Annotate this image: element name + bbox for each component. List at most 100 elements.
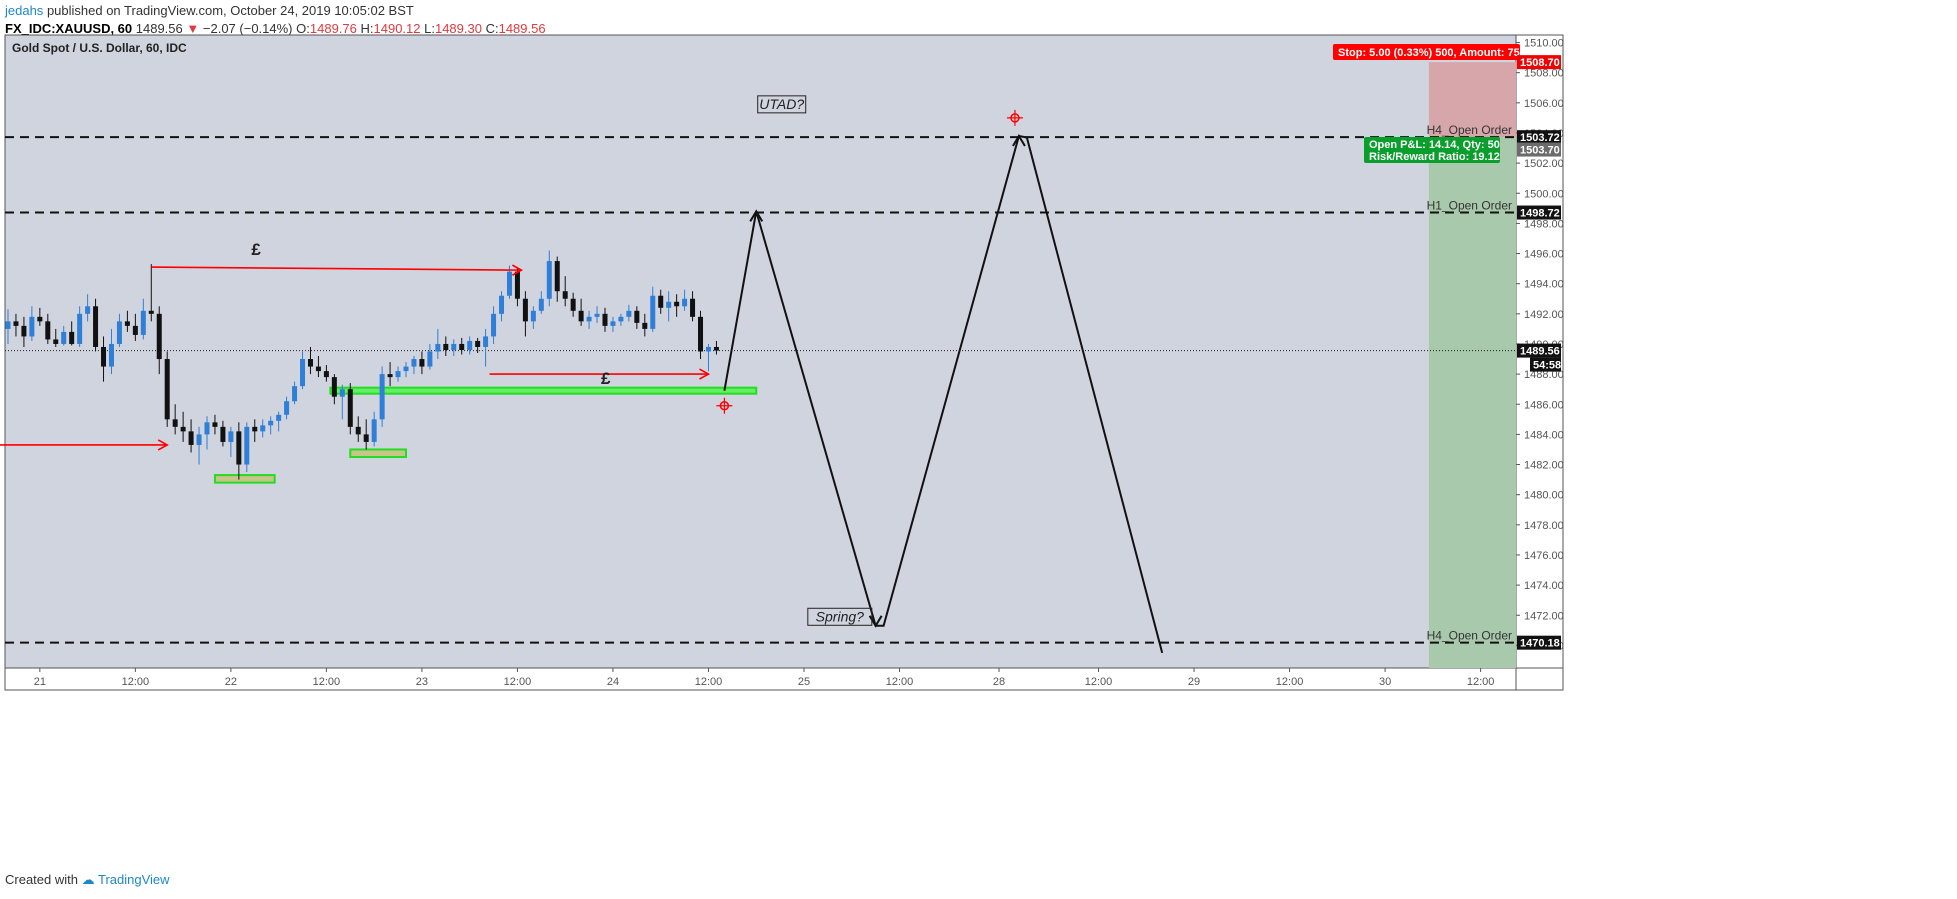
y-tick-label: 1476.00 xyxy=(1524,550,1564,562)
candle-body xyxy=(116,321,122,344)
chart-header: jedahs published on TradingView.com, Oct… xyxy=(5,2,546,38)
y-tick-label: 1492.00 xyxy=(1524,309,1564,321)
order-level-label: H4_Open Order xyxy=(1427,123,1512,137)
candle-body xyxy=(578,310,584,322)
candle-body xyxy=(371,419,377,442)
low-label: L: xyxy=(424,21,435,36)
candle-body xyxy=(690,298,696,317)
y-tick-label: 1508.00 xyxy=(1524,68,1564,80)
high-value: 1490.12 xyxy=(373,21,421,36)
candle-body xyxy=(204,422,210,435)
y-tick-label: 1498.00 xyxy=(1524,218,1564,230)
high-label: H: xyxy=(360,21,374,36)
spring-note-box xyxy=(807,607,873,626)
x-tick-label: 12:00 xyxy=(504,676,532,688)
y-tick-label: 1506.00 xyxy=(1524,98,1564,110)
x-tick-label: 12:00 xyxy=(1276,676,1304,688)
current-price-tag: 1489.56 xyxy=(1520,346,1560,358)
y-tick-label: 1496.00 xyxy=(1524,249,1564,261)
candle-body xyxy=(427,351,433,367)
candle-body xyxy=(610,321,616,326)
candle-body xyxy=(180,426,186,432)
candle-body xyxy=(101,346,107,367)
target-crosshair-icon xyxy=(716,397,733,414)
candle-body xyxy=(148,310,154,314)
utad-note-box xyxy=(757,95,807,114)
y-tick-label: 1484.00 xyxy=(1524,429,1564,441)
candle-body xyxy=(650,295,656,329)
candle-body xyxy=(260,425,266,432)
candle-body xyxy=(546,261,552,299)
utad-note: UTAD? xyxy=(759,96,804,112)
candle-body xyxy=(387,374,393,378)
candle-body xyxy=(220,426,226,442)
candle-body xyxy=(419,359,425,367)
stop-banner-bg xyxy=(1333,44,1520,61)
tradingview-link[interactable]: TradingView xyxy=(98,872,170,887)
x-tick-label: 12:00 xyxy=(122,676,150,688)
candle-body xyxy=(300,359,306,387)
candle-body xyxy=(435,343,441,352)
support-zone xyxy=(349,448,407,459)
candle-body xyxy=(403,366,409,372)
open-value: 1489.76 xyxy=(309,21,357,36)
x-tick-label: 12:00 xyxy=(886,676,914,688)
pnl-box-bg xyxy=(1364,137,1500,164)
y-tick-label: 1500.00 xyxy=(1524,188,1564,200)
candle-body xyxy=(93,306,99,347)
y-tick-label: 1494.00 xyxy=(1524,279,1564,291)
pound-symbol-2: £ xyxy=(601,369,611,388)
x-tick-label: 25 xyxy=(798,676,810,688)
risk-reward-text: Risk/Reward Ratio: 19.12 xyxy=(1369,151,1500,163)
candle-body xyxy=(212,422,218,427)
x-tick-label: 12:00 xyxy=(695,676,723,688)
candle-body xyxy=(61,331,67,344)
candle-body xyxy=(69,331,75,344)
candle-body xyxy=(538,298,544,311)
support-zone xyxy=(213,474,276,484)
author-link[interactable]: jedahs xyxy=(5,3,44,18)
x-tick-label: 28 xyxy=(993,676,1005,688)
x-tick-label: 12:00 xyxy=(1085,676,1113,688)
publish-info: published on TradingView.com, October 24… xyxy=(46,3,414,18)
candle-body xyxy=(331,377,337,397)
ohlc-line: FX_IDC:XAUUSD, 60 1489.56 ▼ −2.07 (−0.14… xyxy=(5,20,546,38)
candle-body xyxy=(626,310,632,317)
order-level-label: H1_Open Order xyxy=(1427,199,1512,213)
candle-body xyxy=(483,336,489,347)
candle-body xyxy=(284,401,290,415)
projection-arrowhead xyxy=(749,209,764,222)
measure-arrowhead xyxy=(512,264,524,276)
candle-body xyxy=(45,321,51,340)
candle-body xyxy=(506,271,512,296)
support-zone xyxy=(329,386,758,395)
price-tag-label: 1498.72 xyxy=(1520,208,1560,220)
last-price: 1489.56 xyxy=(135,21,183,36)
price-tag-bg xyxy=(1517,130,1561,145)
tradingview-logo-icon[interactable]: ☁ xyxy=(81,872,95,887)
spring-note: Spring? xyxy=(816,608,864,624)
candle-body xyxy=(172,419,178,427)
stop-banner-text: Stop: 5.00 (0.33%) 500, Amount: 75 xyxy=(1338,47,1520,59)
candle-body xyxy=(156,313,162,360)
candle-body xyxy=(530,310,536,322)
x-tick-label: 29 xyxy=(1188,676,1200,688)
candle-body xyxy=(164,359,170,420)
ticker-symbol: FX_IDC:XAUUSD, 60 xyxy=(5,21,133,36)
target-crosshair-icon xyxy=(1006,109,1023,126)
candle-body xyxy=(411,359,417,367)
candle-body xyxy=(228,431,234,442)
candle-body xyxy=(491,313,497,337)
candle-body xyxy=(307,359,313,367)
down-arrow-icon: ▼ xyxy=(186,21,200,36)
candle-body xyxy=(682,298,688,307)
chart-footer: Created with ☁ TradingView xyxy=(5,872,170,888)
candle-body xyxy=(124,321,130,326)
candle-body xyxy=(658,295,664,308)
measure-arrowhead xyxy=(699,368,711,380)
candle-body xyxy=(5,321,11,329)
candle-body xyxy=(363,434,369,442)
candle-body xyxy=(570,298,576,311)
y-tick-label: 1480.00 xyxy=(1524,490,1564,502)
